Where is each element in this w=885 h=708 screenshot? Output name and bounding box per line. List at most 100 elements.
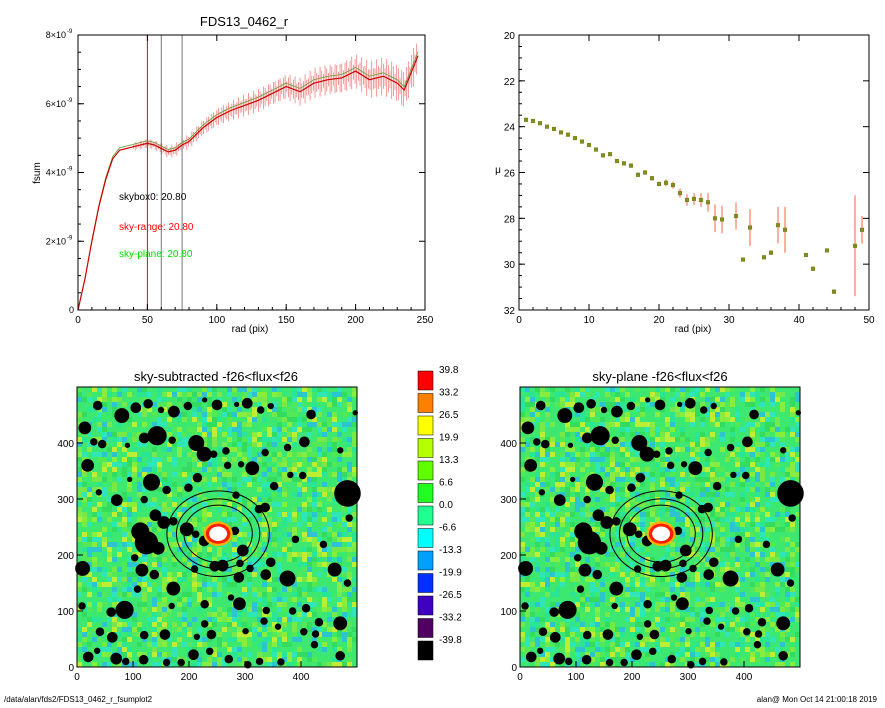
map-pixel bbox=[342, 632, 347, 637]
map-pixel bbox=[217, 612, 222, 617]
map-pixel bbox=[790, 562, 795, 567]
map-pixel bbox=[535, 477, 540, 482]
map-pixel bbox=[187, 562, 192, 567]
masked-source bbox=[256, 406, 265, 414]
map-pixel bbox=[107, 497, 112, 502]
map-pixel bbox=[262, 562, 267, 567]
map-pixel bbox=[615, 467, 620, 472]
map-pixel bbox=[272, 652, 277, 657]
map-pixel bbox=[545, 582, 550, 587]
map-pixel bbox=[775, 592, 780, 597]
map-pixel bbox=[87, 542, 92, 547]
map-pixel bbox=[560, 547, 565, 552]
map-pixel bbox=[207, 482, 212, 487]
map-pixel bbox=[665, 587, 670, 592]
map-pixel bbox=[545, 397, 550, 402]
map-pixel bbox=[137, 487, 142, 492]
map-pixel bbox=[337, 557, 342, 562]
map-pixel bbox=[740, 632, 745, 637]
map-pixel bbox=[555, 482, 560, 487]
map-pixel bbox=[565, 447, 570, 452]
map-pixel bbox=[535, 407, 540, 412]
map-pixel bbox=[262, 437, 267, 442]
sky-plane-panel: sky-plane -f26<flux<f26 0 100 200 300 400010… bbox=[500, 369, 804, 683]
map-pixel bbox=[795, 642, 800, 647]
masked-source bbox=[142, 473, 160, 491]
map-pixel bbox=[720, 547, 725, 552]
map-pixel bbox=[620, 472, 625, 477]
map-pixel bbox=[312, 452, 317, 457]
masked-source bbox=[518, 560, 534, 576]
map-pixel bbox=[640, 622, 645, 627]
map-pixel bbox=[760, 397, 765, 402]
map-pixel bbox=[327, 527, 332, 532]
map-pixel bbox=[595, 492, 600, 497]
map-pixel bbox=[102, 432, 107, 437]
masked-source bbox=[590, 426, 610, 446]
map-pixel bbox=[267, 567, 272, 572]
map-pixel bbox=[655, 497, 660, 502]
map-pixel bbox=[655, 627, 660, 632]
map-pixel bbox=[760, 417, 765, 422]
map-pixel bbox=[182, 432, 187, 437]
map-pixel bbox=[267, 492, 272, 497]
map-pixel bbox=[770, 522, 775, 527]
map-pixel bbox=[142, 637, 147, 642]
map-pixel bbox=[132, 432, 137, 437]
map-pixel bbox=[540, 577, 545, 582]
map-pixel bbox=[725, 537, 730, 542]
map-pixel bbox=[312, 457, 317, 462]
map-pixel bbox=[257, 437, 262, 442]
data-point bbox=[768, 250, 774, 255]
map-pixel bbox=[122, 647, 127, 652]
map-pixel bbox=[720, 572, 725, 577]
map-pixel bbox=[142, 602, 147, 607]
map-pixel bbox=[142, 597, 147, 602]
map-pixel bbox=[347, 592, 352, 597]
map-pixel bbox=[252, 532, 257, 537]
map-pixel bbox=[187, 452, 192, 457]
map-pixel bbox=[570, 577, 575, 582]
map-pixel bbox=[117, 462, 122, 467]
map-pixel bbox=[157, 487, 162, 492]
map-pixel bbox=[725, 412, 730, 417]
map-pixel bbox=[212, 412, 217, 417]
map-pixel bbox=[152, 502, 157, 507]
map-pixel bbox=[585, 607, 590, 612]
map-pixel bbox=[232, 557, 237, 562]
map-pixel bbox=[675, 582, 680, 587]
map-pixel bbox=[615, 417, 620, 422]
map-pixel bbox=[82, 577, 87, 582]
masked-source bbox=[585, 473, 603, 491]
map-pixel bbox=[112, 432, 117, 437]
map-pixel bbox=[565, 397, 570, 402]
map-pixel bbox=[207, 662, 212, 667]
map-pixel bbox=[555, 507, 560, 512]
map-pixel bbox=[247, 627, 252, 632]
map-pixel bbox=[137, 412, 142, 417]
map-pixel bbox=[675, 457, 680, 462]
map-pixel bbox=[605, 452, 610, 457]
map-pixel bbox=[272, 617, 277, 622]
map-pixel bbox=[307, 562, 312, 567]
map-pixel bbox=[650, 482, 655, 487]
map-pixel bbox=[267, 612, 272, 617]
map-pixel bbox=[570, 512, 575, 517]
map-pixel bbox=[775, 552, 780, 557]
map-pixel bbox=[162, 392, 167, 397]
map-pixel bbox=[610, 652, 615, 657]
map-pixel bbox=[277, 417, 282, 422]
x-tick-label: 400 bbox=[736, 672, 753, 683]
data-point bbox=[831, 289, 837, 294]
map-pixel bbox=[212, 462, 217, 467]
map-pixel bbox=[790, 652, 795, 657]
map-pixel bbox=[635, 632, 640, 637]
map-pixel bbox=[272, 587, 277, 592]
map-pixel bbox=[760, 462, 765, 467]
map-pixel bbox=[257, 522, 262, 527]
map-pixel bbox=[182, 452, 187, 457]
masked-source bbox=[676, 597, 689, 611]
map-pixel bbox=[252, 557, 257, 562]
map-pixel bbox=[570, 392, 575, 397]
map-pixel bbox=[640, 637, 645, 642]
